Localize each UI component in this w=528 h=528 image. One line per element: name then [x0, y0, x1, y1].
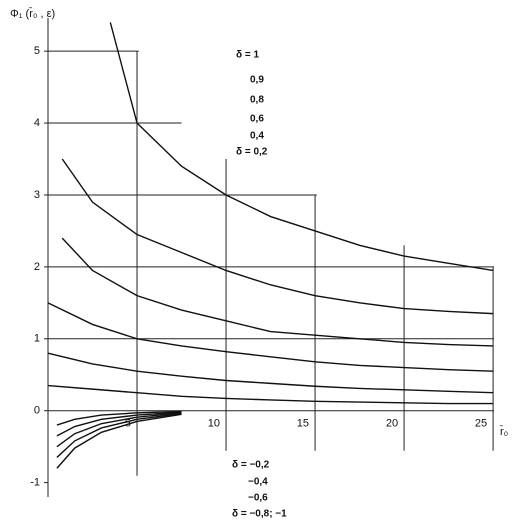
curve-label: δ = −0,8; −1 — [232, 509, 287, 520]
curve — [61, 237, 494, 347]
curve-label: δ = −0,2 — [232, 460, 270, 471]
y-axis-label: Φ₁ (r̄₀ , ε) — [10, 7, 55, 20]
curve-label: 0,8 — [250, 95, 264, 106]
x-tick-label: 10 — [208, 418, 220, 430]
curve — [109, 22, 494, 272]
curve-label: −0,4 — [248, 477, 268, 488]
curve-label: δ = 0,2 — [236, 147, 268, 158]
curve — [47, 384, 494, 405]
curve — [56, 412, 182, 448]
curve — [61, 158, 494, 315]
curve-label: δ = 1 — [236, 50, 259, 61]
curve-label: −0,6 — [248, 493, 268, 504]
curve-label: 0,6 — [250, 114, 264, 125]
curve-label: 0,9 — [250, 75, 264, 86]
x-tick-label: 20 — [386, 418, 398, 430]
y-tick-label: -1 — [30, 477, 40, 489]
y-tick-label: 3 — [34, 189, 40, 201]
curve — [47, 352, 494, 394]
curve — [56, 410, 182, 426]
x-tick-label: 15 — [297, 418, 309, 430]
curve — [56, 412, 182, 458]
curve-label: 0,4 — [250, 131, 264, 142]
curve — [56, 411, 182, 437]
y-tick-label: 0 — [34, 405, 40, 417]
curve — [47, 302, 494, 372]
y-tick-label: 1 — [34, 333, 40, 345]
x-axis-label: r̄₀ — [499, 425, 508, 438]
y-tick-label: 2 — [34, 261, 40, 273]
x-tick-label: 25 — [475, 418, 487, 430]
y-tick-label: 5 — [34, 45, 40, 57]
y-tick-label: 4 — [34, 117, 40, 129]
curve — [56, 413, 182, 469]
